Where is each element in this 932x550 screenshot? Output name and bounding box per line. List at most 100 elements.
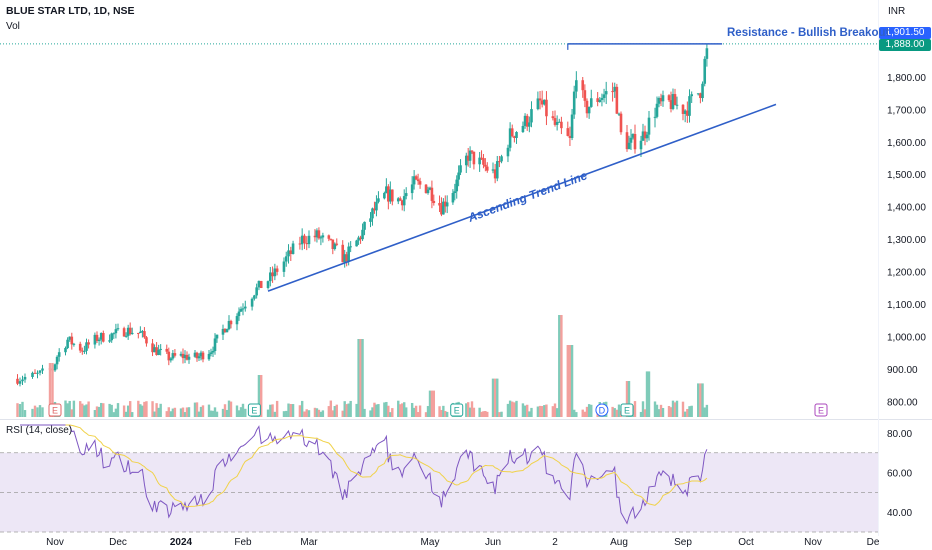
candle-body [585, 100, 589, 114]
volume-bar [124, 411, 128, 417]
candle-body [257, 280, 261, 288]
volume-bar [590, 404, 593, 417]
volume-bar [260, 375, 263, 417]
volume-bar [275, 400, 279, 417]
candle-body [495, 161, 499, 179]
volume-bar [197, 411, 201, 417]
volume-bar [430, 390, 434, 417]
candle-body [572, 91, 576, 115]
volume-bar [289, 404, 292, 417]
volume-bar [300, 400, 304, 417]
candle-body [383, 192, 386, 199]
volume-bar [307, 410, 311, 417]
candle-body [575, 80, 578, 92]
volume-bar [673, 402, 677, 417]
candle-body [213, 338, 217, 352]
volume-bar [159, 403, 162, 417]
volume-bar [705, 404, 709, 417]
volume-bar [298, 405, 302, 417]
volume-bar [699, 383, 702, 417]
candle-body [631, 133, 635, 138]
candle-body [589, 98, 593, 107]
candle-body [211, 351, 215, 353]
candle-body [661, 95, 665, 102]
volume-bar [66, 403, 69, 417]
volume-bar [617, 404, 621, 417]
volume-bar [145, 401, 148, 417]
candle-body [284, 256, 288, 262]
volume-bar [484, 411, 487, 417]
candle-body [523, 115, 527, 126]
volume-bar [515, 400, 518, 417]
volume-bar [418, 405, 422, 417]
candle-body [241, 308, 245, 310]
volume-bar [131, 412, 134, 417]
candle-body [560, 121, 563, 129]
volume-bar [500, 411, 503, 417]
volume-bar [478, 407, 481, 417]
candle-body [617, 113, 621, 115]
volume-bar [235, 405, 239, 417]
candle-body [253, 295, 256, 299]
volume-bar [613, 408, 616, 417]
volume-bar [359, 339, 362, 417]
high-price-tag: 1,901.50 [879, 27, 931, 39]
candle-body [171, 353, 175, 359]
dividend-marker [595, 403, 609, 417]
event-marker-label: D [599, 406, 606, 416]
candle-body [179, 353, 183, 356]
volume-legend[interactable]: Vol [6, 21, 20, 32]
volume-bar [139, 404, 142, 417]
price-tick-label: 1,100.00 [887, 300, 926, 311]
volume-bar [424, 412, 428, 417]
candle-body [391, 189, 394, 202]
time-axis-label: Nov [46, 537, 64, 548]
volume-bar [655, 404, 659, 417]
volume-bar [335, 404, 338, 417]
volume-bar [241, 403, 245, 417]
event-marker-label: E [818, 406, 824, 416]
time-axis-label: 2 [552, 537, 558, 548]
volume-bar [16, 403, 19, 417]
candle-body [335, 243, 339, 245]
time-axis-label: Dec [109, 537, 127, 548]
candle-body [536, 98, 540, 110]
candle-body [187, 356, 191, 360]
volume-bar [303, 411, 306, 417]
candle-body [445, 202, 449, 207]
candle-body [404, 193, 408, 197]
volume-bar [521, 403, 525, 417]
volume-bar [404, 407, 408, 417]
volume-bar [371, 407, 374, 417]
resistance-annotation[interactable]: Resistance - Bullish Breakout [727, 27, 890, 39]
candle-body [485, 166, 489, 171]
candle-body [443, 201, 447, 207]
earnings-marker [814, 403, 828, 417]
candle-body [667, 95, 671, 101]
candle-body [669, 100, 673, 109]
volume-bar [153, 411, 156, 417]
price-tick-label: 900.00 [887, 365, 918, 376]
candle-body [701, 83, 704, 99]
volume-bar [100, 402, 103, 417]
volume-bar [701, 383, 704, 417]
candle-body [333, 243, 337, 250]
volume-bar [173, 407, 177, 417]
volume-bar [470, 401, 474, 417]
candle-body [426, 189, 430, 194]
volume-bar [355, 403, 358, 417]
candle-body [538, 98, 542, 101]
candle-body [321, 235, 325, 238]
candle-body [613, 86, 617, 92]
volume-bar [143, 401, 146, 417]
candle-body [643, 131, 647, 139]
volume-bar [331, 410, 335, 417]
rsi-legend[interactable]: RSI (14, close) [6, 425, 73, 436]
time-axis-label: Jun [485, 537, 501, 548]
volume-bar [51, 363, 54, 417]
symbol-title[interactable]: BLUE STAR LTD, 1D, NSE [6, 5, 135, 17]
volume-bar [383, 402, 386, 417]
volume-bar [116, 403, 120, 417]
volume-bar [345, 404, 348, 417]
